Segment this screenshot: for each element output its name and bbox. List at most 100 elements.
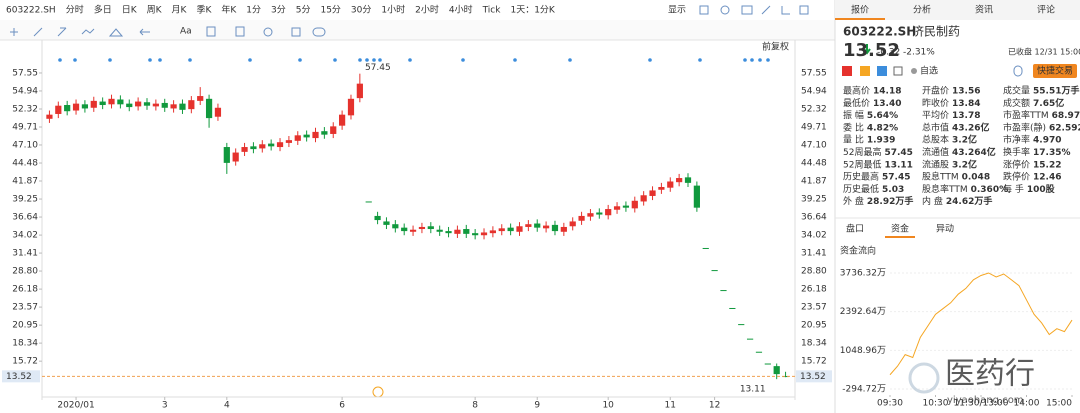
candle-body (90, 100, 97, 108)
period-tab[interactable]: Tick (482, 6, 502, 16)
watermark-brand: 医药行 (945, 357, 1035, 392)
candle-body (418, 226, 426, 230)
event-dot (758, 58, 762, 62)
icon-trash[interactable] (291, 27, 301, 37)
icon-line[interactable] (33, 27, 43, 37)
period-tab[interactable]: 月K (172, 5, 188, 16)
icon-bell[interactable] (1013, 65, 1023, 77)
quote-value: 13.56 (952, 87, 980, 97)
candle-body (764, 363, 771, 365)
sub-tab[interactable]: 资金 (891, 223, 909, 235)
period-tab[interactable]: 1分 (246, 5, 261, 16)
icon-doc[interactable] (206, 26, 216, 37)
icon-box[interactable] (699, 5, 709, 15)
candle-body (259, 144, 266, 149)
flow-x-label: 15:00 (1046, 399, 1072, 409)
candle-body (658, 186, 665, 190)
candle-body (197, 96, 204, 101)
flow-x-label: 11:30/13:00 (954, 399, 1009, 409)
last-price-label: 13.52 (6, 372, 32, 382)
period-tab[interactable]: 多日 (94, 4, 112, 16)
y-tick-label: 39.25 (12, 195, 38, 205)
candle-body (676, 178, 683, 183)
period-tab[interactable]: 5分 (296, 5, 311, 16)
period-tab[interactable]: 1天：1分K (510, 5, 555, 16)
icon-link[interactable] (312, 27, 326, 37)
icon-pen[interactable] (761, 5, 771, 15)
symbol: 603222.SH (6, 6, 56, 16)
x-tick-label: 2020/01 (57, 401, 94, 411)
icon-ray[interactable] (57, 27, 67, 37)
icon-lock[interactable] (235, 26, 245, 37)
candle-body (383, 221, 390, 225)
candle-body (729, 307, 736, 309)
y-tick-label-right: 57.55 (801, 68, 827, 78)
last-price-label-right: 13.52 (800, 372, 826, 382)
panel-tab[interactable]: 报价 (851, 4, 869, 16)
quote-value: 5.03 (882, 185, 904, 195)
candle-body (596, 212, 603, 215)
quick-trade[interactable]: 快捷交易 (1037, 65, 1073, 77)
candle-body (605, 209, 612, 216)
sub-tab[interactable]: 盘口 (846, 223, 864, 235)
candle-body (179, 103, 186, 110)
candle-body (170, 104, 177, 109)
period-tab[interactable]: 季K (196, 4, 212, 16)
quote-label: 开盘价 (922, 85, 949, 97)
panel-tab[interactable]: 评论 (1037, 4, 1055, 16)
y-tick-label: 20.95 (12, 321, 38, 331)
panel-tab[interactable]: 资讯 (975, 5, 993, 16)
y-tick-label-right: 31.41 (801, 249, 827, 259)
candle-body (640, 195, 647, 202)
quote-value: 13.40 (873, 99, 901, 109)
adjust-label[interactable]: 前复权 (762, 41, 789, 53)
period-tab[interactable]: 1小时 (381, 4, 405, 16)
candle-body (64, 105, 71, 112)
candle-body (587, 213, 594, 217)
candle-body (551, 224, 559, 232)
period-tab[interactable]: 30分 (351, 5, 371, 16)
quote-label: 流通股 (922, 158, 949, 170)
quote-value: 3.2亿 (952, 134, 977, 146)
quote-value: 7.65亿 (1033, 97, 1064, 109)
period-tab[interactable]: 4小时 (449, 4, 473, 16)
quote-label: 量 比 (843, 134, 864, 146)
font-tool[interactable]: Aa (180, 27, 192, 37)
event-dot (333, 58, 337, 62)
candle-body (81, 104, 89, 109)
panel-tab[interactable]: 分析 (913, 4, 931, 16)
y-tick-label-right: 54.94 (801, 86, 827, 96)
period-tab[interactable]: 分时 (66, 4, 84, 16)
candle-body (72, 103, 80, 111)
quick-trade-button[interactable] (1033, 64, 1077, 78)
icon-wave[interactable] (81, 28, 95, 35)
period-tab[interactable]: 15分 (320, 5, 340, 16)
icon-shape[interactable] (108, 28, 124, 37)
display-menu[interactable]: 显示 (668, 5, 686, 16)
event-dot (248, 58, 252, 62)
period-tab[interactable]: 周K (147, 5, 163, 16)
quote-label: 市净率 (1003, 134, 1030, 146)
stock-code: 603222.SH (843, 25, 916, 39)
period-tab[interactable]: 日K (122, 5, 138, 16)
candle-body (445, 231, 452, 234)
icon-bracket[interactable] (781, 6, 790, 15)
quote-value: 55.51万手 (1033, 85, 1079, 97)
y-tick-label-right: 36.64 (801, 213, 827, 223)
y-tick-label-right: 26.18 (801, 285, 827, 295)
period-tab[interactable]: 年K (221, 4, 237, 16)
icon-arrow[interactable] (139, 28, 150, 36)
icon-camera[interactable] (741, 5, 753, 15)
candle-body (782, 376, 789, 378)
y-tick-label-right: 44.48 (801, 159, 827, 169)
watchlist[interactable]: 自选 (920, 65, 938, 77)
icon-lightning (860, 66, 870, 76)
sub-tab[interactable]: 异动 (936, 224, 954, 235)
quote-value: 28.92万手 (867, 195, 913, 207)
icon-cross[interactable] (10, 28, 18, 36)
period-tab[interactable]: 2小时 (415, 4, 439, 16)
icon-window[interactable] (799, 5, 809, 15)
icon-search[interactable] (720, 5, 730, 15)
icon-eye[interactable] (263, 27, 273, 37)
period-tab[interactable]: 3分 (271, 5, 286, 16)
